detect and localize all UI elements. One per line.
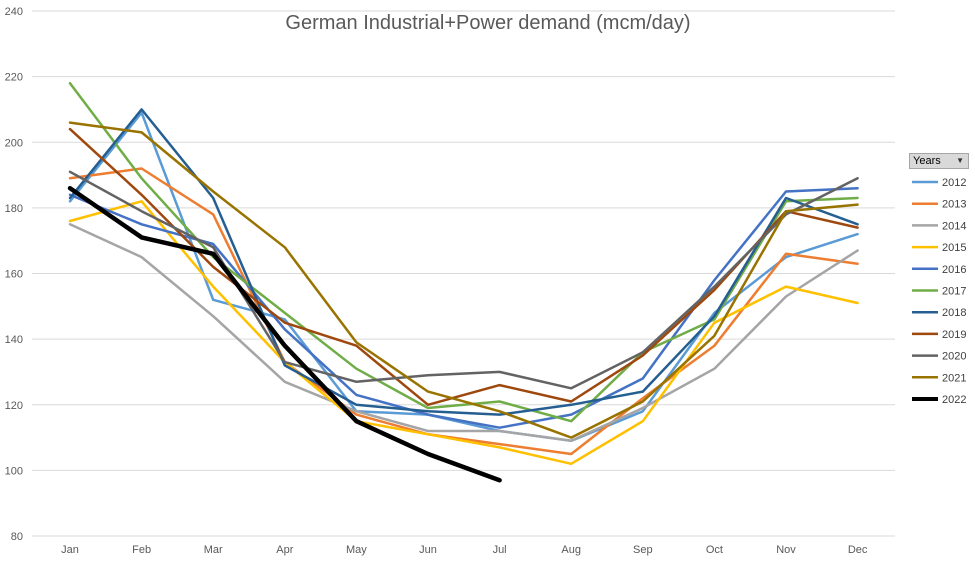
x-tick-label: Aug [561,544,581,556]
x-tick-label: Jun [419,544,437,556]
series-lines [67,81,859,483]
gridlines [32,10,895,537]
series-line-2016 [68,186,859,429]
x-axis-ticks: Jan Feb Mar Apr May Jun Jul Aug Sep Oct Nov Dec [61,544,868,556]
legend-label: 2017 [942,286,966,298]
legend-entry: 2019 [912,329,966,341]
y-tick-label: 140 [5,334,23,346]
legend-title: Years [913,155,941,167]
x-tick-label: Apr [276,544,293,556]
series-line-2022 [67,185,502,483]
legend-entry: 2018 [912,307,966,319]
legend-entry: 2013 [912,199,966,211]
dropdown-arrow-icon: ▼ [956,156,964,165]
series-line-2012 [68,111,859,443]
legend-label: 2015 [942,242,966,254]
legend: 2012 2013 2014 2015 2016 2017 2018 2019 2020 2021… [912,177,966,406]
y-tick-label: 240 [5,6,23,18]
series-line-2019 [68,127,859,407]
legend-entry: 2017 [912,286,966,298]
legend-label: 2021 [942,372,966,384]
y-tick-label: 200 [5,137,23,149]
legend-entry: 2022 [912,394,966,406]
x-tick-label: Mar [204,544,223,556]
series-line-2017 [68,81,859,423]
x-tick-label: May [346,544,367,556]
legend-entry: 2016 [912,264,966,276]
series-line-2013 [68,167,859,456]
legend-label: 2019 [942,329,966,341]
legend-entry: 2012 [912,177,966,189]
legend-label: 2022 [942,394,966,406]
x-tick-label: Dec [848,544,868,556]
legend-label: 2018 [942,307,966,319]
x-tick-label: Sep [633,544,653,556]
y-tick-label: 160 [5,269,23,281]
legend-entry: 2014 [912,220,966,232]
x-tick-label: Jul [493,544,507,556]
legend-entry: 2015 [912,242,966,254]
legend-label: 2013 [942,199,966,211]
legend-label: 2016 [942,264,966,276]
legend-label: 2020 [942,351,966,363]
series-line-2021 [68,121,859,439]
y-tick-label: 120 [5,400,23,412]
x-tick-label: Feb [132,544,151,556]
chart-title: German Industrial+Power demand (mcm/day) [285,12,690,34]
legend-label: 2012 [942,177,966,189]
y-tick-label: 220 [5,72,23,84]
x-tick-label: Nov [776,544,796,556]
legend-label: 2014 [942,220,966,232]
x-tick-label: Oct [706,544,723,556]
legend-entry: 2021 [912,372,966,384]
series-line-2014 [68,223,859,443]
y-axis-ticks: 80 100 120 140 160 180 200 220 240 [5,6,23,543]
y-tick-label: 180 [5,203,23,215]
legend-entry: 2020 [912,351,966,363]
x-tick-label: Jan [61,544,79,556]
series-line-2020 [68,170,859,390]
y-tick-label: 100 [5,465,23,477]
legend-filter-dropdown[interactable]: Years ▼ [909,153,969,169]
y-tick-label: 80 [11,531,23,543]
